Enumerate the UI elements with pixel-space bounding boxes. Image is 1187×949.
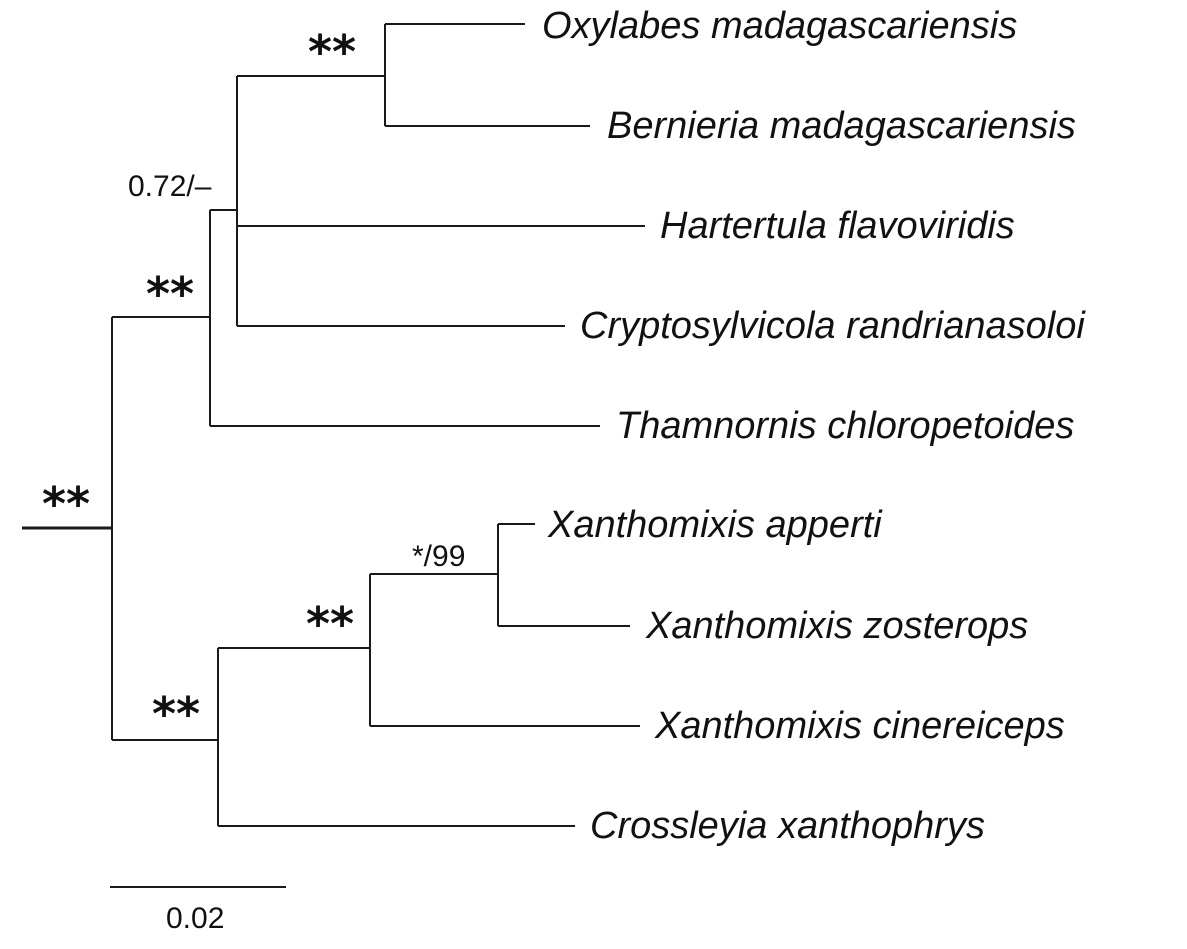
support-xanthomixis-clade: ** bbox=[306, 597, 354, 651]
taxon-thamnornis: Thamnornis chloropetoides bbox=[616, 405, 1074, 447]
taxon-hartertula: Hartertula flavoviridis bbox=[660, 205, 1015, 247]
taxon-crossleyia: Crossleyia xanthophrys bbox=[590, 805, 985, 847]
support-xanthomixis-crossleyia: ** bbox=[152, 687, 200, 741]
taxon-xanthomixis-cinereiceps: Xanthomixis cinereiceps bbox=[654, 705, 1065, 747]
taxon-cryptosylvicola: Cryptosylvicola randrianasoloi bbox=[580, 305, 1086, 347]
taxon-bernieria: Bernieria madagascariensis bbox=[607, 105, 1076, 147]
scale-bar-label: 0.02 bbox=[166, 902, 224, 935]
support-root: ** bbox=[42, 477, 90, 531]
taxon-xanthomixis-apperti: Xanthomixis apperti bbox=[547, 504, 883, 546]
taxon-oxylabes: Oxylabes madagascariensis bbox=[542, 5, 1017, 47]
support-oxylabes-bernieria: ** bbox=[308, 25, 356, 79]
taxon-xanthomixis-zosterops: Xanthomixis zosterops bbox=[645, 605, 1028, 647]
support-malagasy-group: 0.72/– bbox=[128, 170, 212, 203]
support-apperti-zosterops: */99 bbox=[412, 540, 465, 573]
support-thamnornis-group: ** bbox=[146, 267, 194, 321]
